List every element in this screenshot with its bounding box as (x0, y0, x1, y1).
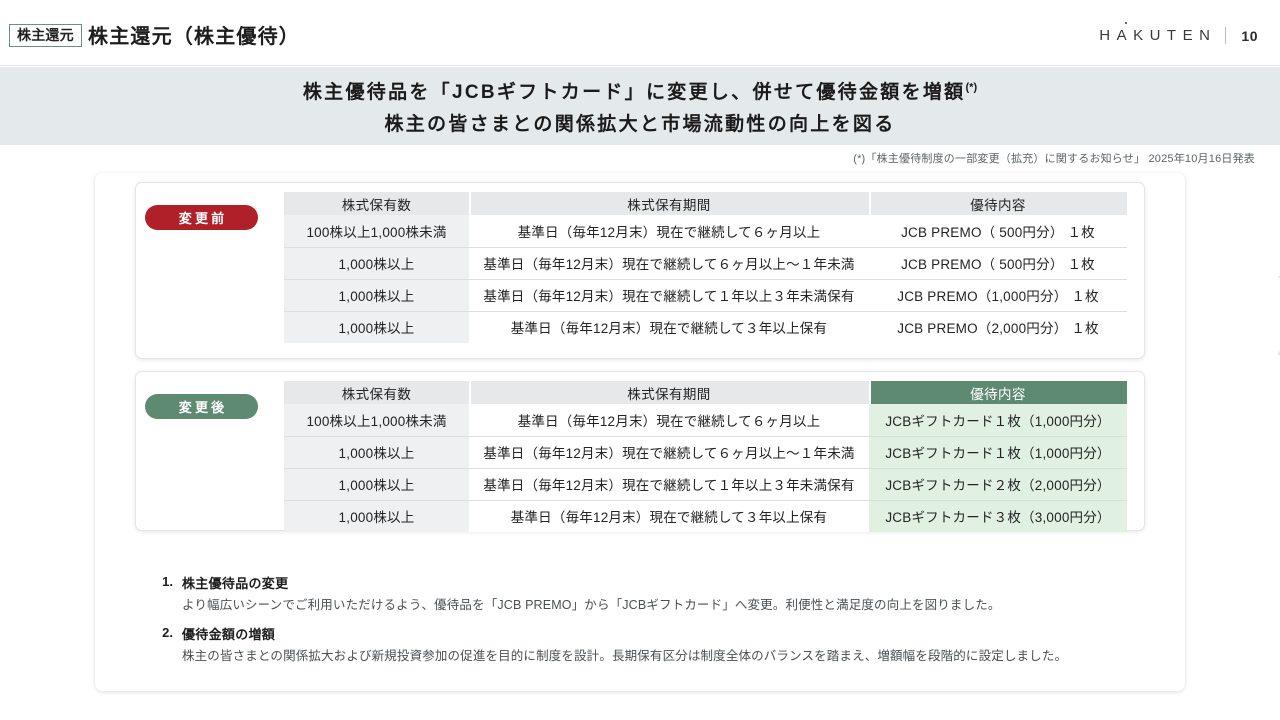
cell-shares: 100株以上1,000株未満 (284, 215, 469, 248)
table-row: 1,000株以上 基準日（毎年12月末）現在で継続して３年以上保有 JCB PR… (284, 311, 1127, 343)
list-item: 2. 優待金額の増額 株主の皆さまとの関係拡大および新規投資参加の促進を目的に制… (155, 624, 1145, 667)
cell-period: 基準日（毎年12月末）現在で継続して６ヶ月以上〜１年未満 (469, 436, 869, 469)
cell-shares: 1,000株以上 (284, 279, 469, 312)
page-title: 株主還元（株主優待） (88, 26, 300, 48)
headline-line-1: 株主優待品を「JCBギフトカード」に変更し、併せて優待金額を増額(*) (303, 77, 977, 104)
col-header-period: 株式保有期間 (469, 381, 869, 404)
table-header-row: 株式保有数 株式保有期間 優待内容 (284, 192, 1127, 215)
cell-benefit: JCB PREMO（ 500円分） １枚 (869, 247, 1127, 280)
banner-footnote: (*)「株主優待制度の一部変更（拡充）に関するお知らせ」 2025年10月16日… (853, 153, 1255, 165)
table-row: 100株以上1,000株未満 基準日（毎年12月末）現在で継続して６ヶ月以上 J… (284, 404, 1127, 437)
col-header-period: 株式保有期間 (469, 192, 869, 215)
cell-period: 基準日（毎年12月末）現在で継続して６ヶ月以上〜１年未満 (469, 247, 869, 280)
after-benefits-table: 株式保有数 株式保有期間 優待内容 100株以上1,000株未満 基準日（毎年1… (284, 381, 1127, 532)
cell-benefit: JCB PREMO（2,000円分） １枚 (869, 311, 1127, 343)
hakuten-logo: HAKUTEN (1099, 21, 1217, 44)
note-body: 株主優待品の変更 より幅広いシーンでご利用いただけるよう、優待品を「JCB PR… (182, 573, 1145, 616)
table-row: 1,000株以上 基準日（毎年12月末）現在で継続して１年以上３年未満保有 JC… (284, 279, 1127, 312)
cell-shares: 100株以上1,000株未満 (284, 404, 469, 437)
before-table-card: 変更前 株式保有数 株式保有期間 優待内容 100株以上1,000株未満 基準日… (135, 182, 1145, 359)
slide-header: 株主還元 株主還元（株主優待） HAKUTEN 10 (0, 0, 1280, 66)
cell-benefit-highlighted: JCBギフトカード１枚（1,000円分） (869, 404, 1127, 437)
note-title: 優待金額の増額 (182, 626, 276, 642)
table-row: 100株以上1,000株未満 基準日（毎年12月末）現在で継続して６ヶ月以上 J… (284, 215, 1127, 248)
col-header-benefit: 優待内容 (869, 192, 1127, 215)
content-card: 変更前 株式保有数 株式保有期間 優待内容 100株以上1,000株未満 基準日… (95, 173, 1185, 691)
col-header-shares: 株式保有数 (284, 192, 469, 215)
table-row: 1,000株以上 基準日（毎年12月末）現在で継続して６ヶ月以上〜１年未満 JC… (284, 436, 1127, 469)
col-header-benefit-highlighted: 優待内容 (869, 381, 1127, 404)
header-section-tag: 株主還元 (9, 24, 82, 47)
note-text: より幅広いシーンでご利用いただけるよう、優待品を「JCB PREMO」から「JC… (182, 598, 1001, 612)
cell-shares: 1,000株以上 (284, 436, 469, 469)
note-text: 株主の皆さまとの関係拡大および新規投資参加の促進を目的に制度を設計。長期保有区分… (182, 648, 1068, 663)
note-number: 1. (162, 574, 173, 589)
cell-period: 基準日（毎年12月末）現在で継続して６ヶ月以上 (469, 404, 869, 437)
cell-shares: 1,000株以上 (284, 468, 469, 501)
cell-shares: 1,000株以上 (284, 247, 469, 280)
cell-period: 基準日（毎年12月末）現在で継続して１年以上３年未満保有 (469, 468, 869, 501)
cell-shares: 1,000株以上 (284, 311, 469, 343)
table-row: 1,000株以上 基準日（毎年12月末）現在で継続して６ヶ月以上〜１年未満 JC… (284, 247, 1127, 280)
headline-footnote-marker: (*) (965, 81, 978, 94)
logo-accent-dot-icon (1124, 21, 1127, 24)
header-divider (1225, 27, 1227, 44)
cell-benefit-highlighted: JCBギフトカード２枚（2,000円分） (869, 468, 1127, 501)
table-row: 1,000株以上 基準日（毎年12月末）現在で継続して１年以上３年未満保有 JC… (284, 468, 1127, 501)
cell-period: 基準日（毎年12月末）現在で継続して３年以上保有 (469, 311, 869, 343)
note-body: 優待金額の増額 株主の皆さまとの関係拡大および新規投資参加の促進を目的に制度を設… (182, 624, 1145, 667)
headline-line-1-text: 株主優待品を「JCBギフトカード」に変更し、併せて優待金額を増額 (302, 81, 966, 103)
cell-shares: 1,000株以上 (284, 500, 469, 532)
page-number: 10 (1241, 27, 1258, 44)
headline-line-2: 株主の皆さまとの関係拡大と市場流動性の向上を図る (384, 113, 896, 135)
table-row: 1,000株以上 基準日（毎年12月末）現在で継続して３年以上保有 JCBギフト… (284, 500, 1127, 532)
note-title: 株主優待品の変更 (182, 576, 289, 591)
cell-benefit: JCB PREMO（ 500円分） １枚 (869, 215, 1127, 248)
badge-before: 変更前 (145, 205, 258, 230)
badge-after: 変更後 (145, 394, 258, 419)
list-item: 1. 株主優待品の変更 より幅広いシーンでご利用いただけるよう、優待品を「JCB… (155, 573, 1145, 616)
before-benefits-table: 株式保有数 株式保有期間 優待内容 100株以上1,000株未満 基準日（毎年1… (284, 192, 1127, 343)
cell-benefit-highlighted: JCBギフトカード３枚（3,000円分） (869, 500, 1127, 532)
table-header-row: 株式保有数 株式保有期間 優待内容 (284, 381, 1127, 404)
col-header-shares: 株式保有数 (284, 381, 469, 404)
cell-period: 基準日（毎年12月末）現在で継続して６ヶ月以上 (469, 215, 869, 248)
brand-logo-text: HAKUTEN (1099, 27, 1217, 44)
cell-period: 基準日（毎年12月末）現在で継続して３年以上保有 (469, 500, 869, 532)
notes-list: 1. 株主優待品の変更 より幅広いシーンでご利用いただけるよう、優待品を「JCB… (155, 573, 1145, 674)
cell-benefit: JCB PREMO（1,000円分） １枚 (869, 279, 1127, 312)
cell-period: 基準日（毎年12月末）現在で継続して１年以上３年未満保有 (469, 279, 869, 312)
brand-area: HAKUTEN 10 (1099, 21, 1258, 44)
note-number: 2. (162, 624, 173, 640)
after-table-card: 変更後 株式保有数 株式保有期間 優待内容 100株以上1,000株未満 基準日… (135, 371, 1145, 532)
headline-banner: 株主優待品を「JCBギフトカード」に変更し、併せて優待金額を増額(*) 株主の皆… (0, 67, 1280, 145)
cell-benefit-highlighted: JCBギフトカード１枚（1,000円分） (869, 436, 1127, 469)
